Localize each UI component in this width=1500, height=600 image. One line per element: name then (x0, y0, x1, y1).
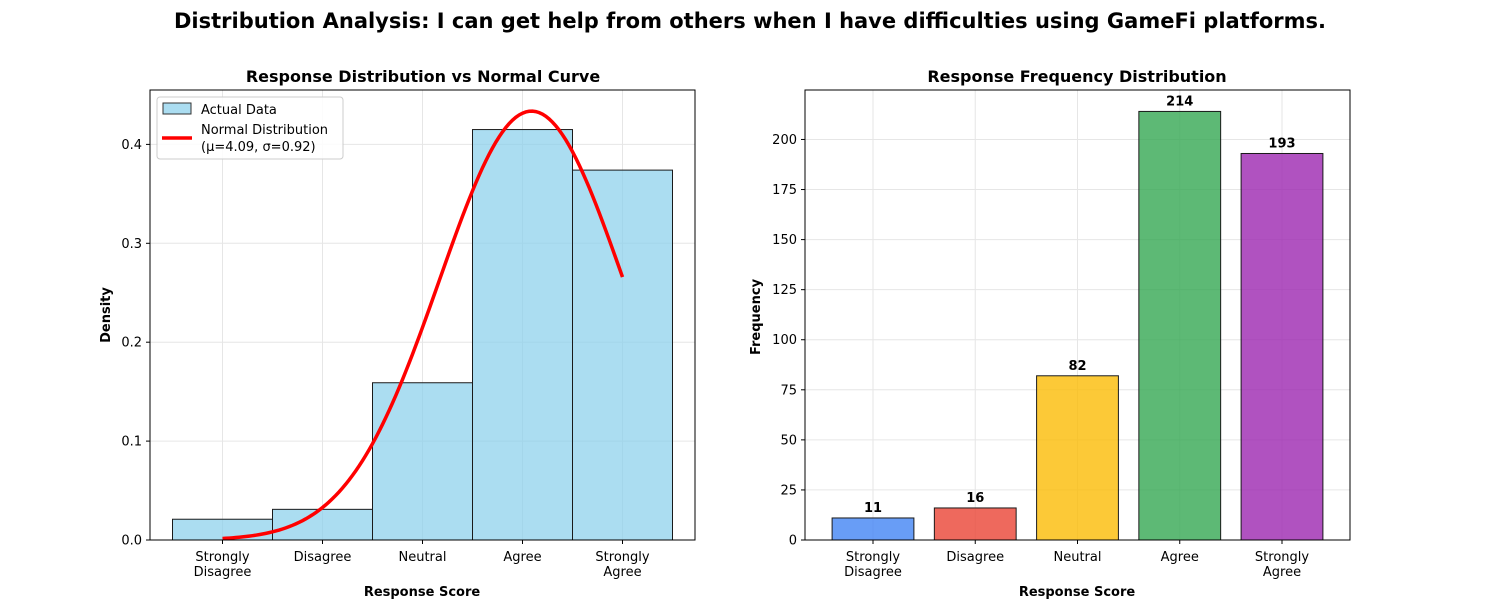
legend-normal-label: Normal Distribution (μ=4.09, σ=0.92) (201, 123, 328, 155)
density-histogram-bar (572, 169, 673, 541)
frequency-data-labels: 11 16 82 214 193 (864, 94, 1296, 516)
density-legend: Actual Data Normal Distribution (μ=4.09, … (156, 96, 344, 160)
frequency-x-tick-label: Strongly Agree (1255, 550, 1309, 580)
frequency-y-tick-label: 200 (772, 133, 797, 148)
frequency-y-tick-label: 175 (772, 183, 797, 198)
legend-histogram-label: Actual Data (201, 103, 277, 118)
density-histogram-bar (372, 382, 473, 541)
density-x-tick-label: Agree (503, 550, 541, 565)
frequency-y-tick-label: 0 (789, 534, 797, 549)
legend-histogram-swatch (162, 102, 192, 115)
density-x-tick-label: Strongly Agree (595, 550, 649, 580)
density-y-tick-label: 0.4 (121, 138, 142, 153)
frequency-bar-label: 82 (1068, 359, 1086, 374)
density-y-axis-title: Density (99, 287, 114, 343)
density-y-tick-label: 0.2 (121, 336, 142, 351)
density-x-tick-label: Neutral (399, 550, 447, 565)
frequency-x-axis-title: Response Score (1019, 585, 1136, 600)
frequency-y-tick-label: 50 (780, 433, 797, 448)
frequency-bar (933, 507, 1017, 541)
frequency-chart-title: Response Frequency Distribution (927, 67, 1226, 86)
frequency-x-tick-label: Neutral (1054, 550, 1102, 565)
density-x-axis-title: Response Score (364, 585, 481, 600)
frequency-bar-label: 193 (1268, 136, 1295, 151)
density-chart-title: Response Distribution vs Normal Curve (246, 67, 600, 86)
frequency-y-axis-title: Frequency (749, 278, 764, 355)
frequency-bar (1036, 375, 1119, 541)
frequency-bar (1138, 110, 1222, 541)
density-x-axis-ticks: Strongly Disagree Disagree Neutral Agree Stro… (194, 540, 650, 580)
frequency-y-tick-label: 100 (772, 333, 797, 348)
frequency-bar-label: 214 (1166, 94, 1193, 109)
frequency-y-tick-label: 125 (772, 283, 797, 298)
density-chart-panel: Response Distribution vs Normal Curve 0.… (99, 67, 696, 600)
density-y-axis-ticks: 0.0 0.1 0.2 0.3 0.4 (121, 138, 150, 549)
figure-title: Distribution Analysis: I can get help fr… (174, 9, 1326, 33)
frequency-bar-label: 16 (966, 491, 984, 506)
normal-distribution-curve (222, 109, 625, 541)
frequency-chart-panel: Response Frequency Distribution 11 16 82 21… (749, 67, 1351, 600)
frequency-y-tick-label: 25 (780, 483, 797, 498)
density-histogram-bar (472, 129, 573, 541)
frequency-x-tick-label: Agree (1161, 550, 1199, 565)
density-y-tick-label: 0.1 (121, 435, 142, 450)
frequency-bar-label: 11 (864, 501, 882, 516)
legend-box (156, 96, 344, 160)
frequency-x-tick-label: Disagree (946, 550, 1004, 565)
density-y-tick-label: 0.0 (121, 534, 142, 549)
frequency-y-tick-label: 75 (780, 383, 797, 398)
frequency-y-tick-label: 150 (772, 233, 797, 248)
density-x-tick-label: Disagree (294, 550, 352, 565)
density-x-tick-label: Strongly Disagree (194, 550, 252, 580)
frequency-bar (831, 517, 915, 541)
frequency-x-tick-label: Strongly Disagree (844, 550, 902, 580)
density-y-tick-label: 0.3 (121, 237, 142, 252)
frequency-x-axis-ticks: Strongly Disagree Disagree Neutral Agree Stro… (844, 540, 1309, 580)
frequency-bar (1240, 152, 1324, 541)
frequency-bars (831, 110, 1324, 541)
density-histogram-bar (272, 508, 373, 541)
frequency-y-axis-ticks: 0 25 50 75 100 125 150 175 200 (772, 133, 805, 549)
